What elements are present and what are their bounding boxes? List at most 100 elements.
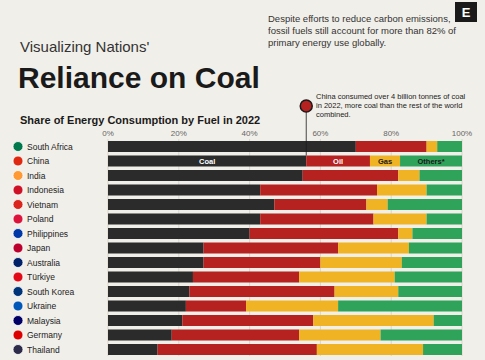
category-label: Malaysia — [27, 316, 61, 326]
series-label: Oil — [333, 157, 343, 166]
subtitle: Despite efforts to reduce carbon emissio… — [268, 13, 459, 48]
bar-segment — [246, 301, 338, 312]
bar-segment — [400, 156, 462, 167]
category-label: Philippines — [27, 229, 68, 239]
bar-segment — [398, 170, 419, 181]
bar-segment — [299, 272, 395, 283]
series-label: Gas — [378, 157, 392, 166]
bar-segment — [186, 301, 246, 312]
category-label: Australia — [27, 258, 60, 268]
bar-segment — [299, 330, 380, 341]
category-label: Thailand — [27, 345, 60, 355]
bar-segment — [437, 141, 462, 152]
bar-segment — [402, 257, 462, 268]
flag — [13, 243, 23, 253]
series-label: Coal — [199, 157, 215, 166]
text-line: Despite efforts to reduce carbon emissio… — [268, 13, 453, 24]
category-label: Germany — [27, 330, 63, 340]
bar-segment — [395, 272, 462, 283]
flag — [13, 345, 23, 355]
category-label: South Korea — [27, 287, 75, 297]
category-label: South Africa — [27, 142, 73, 152]
chart: E Visualizing Nations' Reliance on Coal Des… — [0, 0, 485, 360]
bar-segment — [313, 315, 433, 326]
flag — [13, 287, 23, 297]
bar-segment — [366, 199, 387, 210]
bar-segment — [423, 344, 462, 355]
bar-segment — [108, 199, 274, 210]
bar-segment — [108, 257, 204, 268]
bar-segment — [189, 286, 334, 297]
bar-segment — [381, 330, 462, 341]
tick-label: 80% — [383, 129, 399, 138]
bar-segment — [108, 243, 204, 254]
bar-segment — [182, 315, 313, 326]
bars — [108, 141, 462, 355]
bar-segment — [172, 330, 299, 341]
bar-segment — [204, 243, 339, 254]
pretitle: Visualizing Nations' — [20, 38, 149, 55]
bar-segment — [250, 228, 399, 239]
bar-segment — [320, 257, 401, 268]
bar-segment — [108, 170, 303, 181]
bar-segment — [108, 185, 260, 196]
bar-segment — [370, 156, 400, 167]
category-label: Indonesia — [27, 185, 64, 195]
bar-segment — [335, 286, 399, 297]
bar-segment — [374, 214, 427, 225]
bar-segment — [317, 344, 423, 355]
flag — [13, 214, 23, 224]
tick-label: 40% — [242, 129, 258, 138]
bar-segment — [303, 170, 399, 181]
bar-segment — [108, 286, 189, 297]
bar-segment — [108, 141, 356, 152]
category-label: India — [27, 171, 46, 181]
text-line: combined. — [316, 110, 351, 119]
bar-segment — [260, 185, 377, 196]
text-line: fossil fuels still account for more than… — [268, 25, 459, 36]
title: Reliance on Coal — [18, 61, 260, 94]
bar-segment — [158, 344, 317, 355]
annotation: China consumed over 4 billion tonnes of … — [316, 92, 467, 119]
logo-box — [455, 2, 477, 22]
category-label: Vietnam — [27, 200, 58, 210]
category-label: Japan — [27, 243, 50, 253]
tick-label: 20% — [171, 129, 187, 138]
bar-segment — [398, 286, 462, 297]
text-line: China consumed over 4 billion tonnes of … — [316, 92, 467, 101]
bar-segment — [356, 141, 427, 152]
bar-segment — [412, 228, 462, 239]
bar-segment — [260, 214, 373, 225]
bar-segment — [108, 214, 260, 225]
bar-segment — [193, 272, 299, 283]
flag — [13, 229, 23, 239]
flag — [13, 142, 23, 152]
flag — [13, 156, 23, 166]
logo: E — [462, 5, 471, 20]
flag — [13, 316, 23, 326]
text-line: primary energy use globally. — [268, 37, 386, 48]
tick-label: 0% — [102, 129, 114, 138]
bar-segment — [398, 228, 412, 239]
category-label: China — [27, 156, 49, 166]
text-line: in 2022, more coal than the rest of the … — [316, 101, 464, 110]
bar-segment — [306, 156, 370, 167]
tick-label: 100% — [452, 129, 472, 138]
category-label: Türkiye — [27, 272, 55, 282]
tick-label: 60% — [312, 129, 328, 138]
flag — [13, 301, 23, 311]
category-label: Ukraine — [27, 301, 57, 311]
bar-segment — [108, 156, 306, 167]
bar-segment — [388, 199, 462, 210]
annotation-dot — [300, 100, 312, 112]
bar-segment — [420, 170, 462, 181]
flag — [13, 185, 23, 195]
flag — [13, 330, 23, 340]
bar-segment — [108, 315, 182, 326]
category-label: Poland — [27, 214, 54, 224]
bar-segment — [108, 301, 186, 312]
bar-segment — [427, 214, 462, 225]
annotation-line — [306, 112, 307, 156]
flag — [13, 171, 23, 181]
bar-segment — [108, 228, 250, 239]
